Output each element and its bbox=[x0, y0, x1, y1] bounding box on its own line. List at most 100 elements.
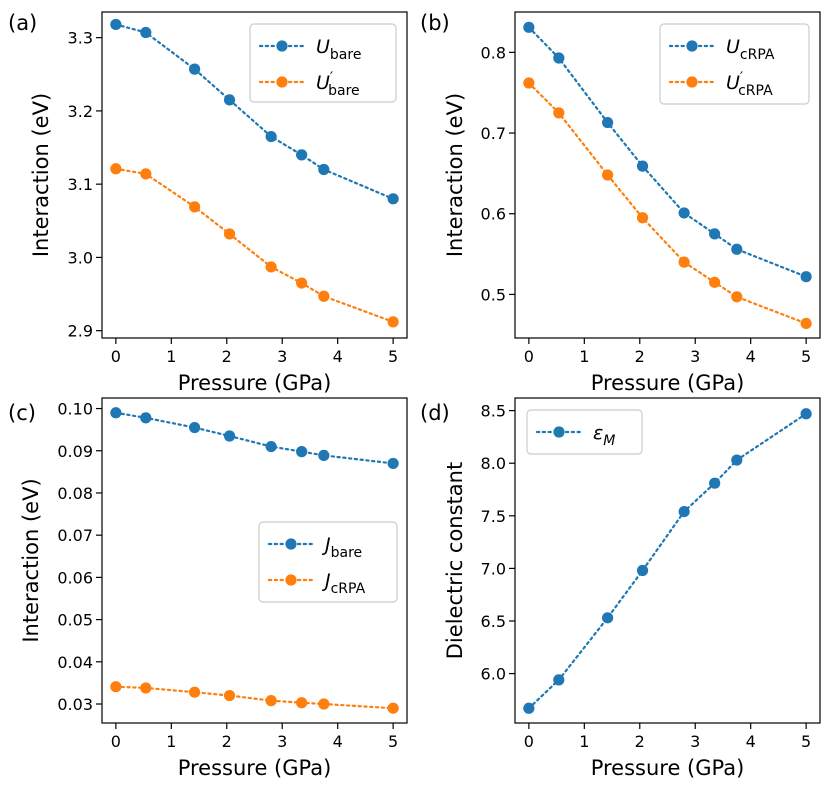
data-point bbox=[223, 94, 236, 106]
axes-frame bbox=[514, 11, 821, 339]
x-tick-label: 4 bbox=[746, 732, 756, 751]
data-point bbox=[523, 21, 535, 33]
series-line bbox=[527, 412, 808, 710]
legend: UcRPA U′ cRPA bbox=[659, 23, 810, 105]
data-point bbox=[553, 107, 565, 119]
legend-entry: U′ cRPA bbox=[668, 70, 773, 99]
data-point bbox=[296, 697, 308, 709]
y-tick-label: 0.8 bbox=[481, 43, 506, 62]
series-U'_bare bbox=[110, 163, 399, 328]
x-tick-label: 1 bbox=[166, 732, 176, 751]
y-tick-label: 0.5 bbox=[481, 285, 506, 304]
y-tick-label: 0.09 bbox=[57, 442, 93, 461]
x-tick-label: 2 bbox=[635, 732, 645, 751]
y-tick-label: 7.5 bbox=[481, 507, 506, 526]
legend-label: Jbare bbox=[321, 534, 362, 561]
data-point bbox=[387, 702, 399, 714]
data-point bbox=[110, 407, 122, 419]
y-tick-label: 0.10 bbox=[57, 400, 93, 419]
legend-entry: Ubare bbox=[258, 36, 362, 63]
data-point bbox=[140, 168, 152, 180]
legend-entry: Jbare bbox=[267, 534, 362, 561]
series-line bbox=[114, 685, 395, 710]
legend-symbol: U bbox=[726, 72, 740, 94]
y-axis-label: Interaction (eV) bbox=[29, 93, 53, 257]
data-point bbox=[110, 681, 122, 693]
y-tick-label: 0.7 bbox=[481, 124, 506, 143]
y-tick-label: 0.03 bbox=[57, 695, 93, 714]
x-tick-label: 1 bbox=[166, 347, 176, 366]
series-J_bare bbox=[110, 407, 399, 470]
data-point bbox=[265, 130, 277, 143]
series-U'_cRPA bbox=[523, 77, 812, 330]
data-point bbox=[800, 408, 812, 420]
y-axis-label: Dielectric constant bbox=[443, 462, 467, 659]
x-tick-label: 3 bbox=[277, 347, 287, 366]
panel-label: (a) bbox=[8, 11, 37, 35]
legend-subscript: bare bbox=[330, 47, 362, 63]
y-tick-label: 0.06 bbox=[57, 568, 93, 587]
x-axis-label: Pressure (GPa) bbox=[178, 756, 332, 780]
legend-label: UcRPA bbox=[726, 36, 775, 63]
data-point bbox=[140, 682, 152, 694]
legend-label: εM bbox=[593, 422, 615, 449]
legend-subscript: M bbox=[603, 433, 615, 449]
data-point bbox=[709, 228, 721, 240]
legend-entry: εM bbox=[535, 422, 615, 449]
data-point bbox=[265, 440, 277, 453]
data-point bbox=[678, 207, 690, 219]
legend-marker bbox=[553, 426, 565, 438]
y-tick-label: 3.0 bbox=[68, 248, 93, 267]
y-tick-label: 8.5 bbox=[481, 402, 506, 421]
panel-a: (a) 0 1 2 3 4 5 2.9 3.0 3.1 3.2 3.3 Pressure (GPa) In… bbox=[8, 11, 408, 395]
legend-marker bbox=[686, 40, 698, 52]
legend-marker bbox=[285, 538, 297, 550]
data-point bbox=[709, 477, 721, 489]
x-tick-label: 3 bbox=[277, 732, 287, 751]
series-J_cRPA bbox=[110, 681, 399, 714]
legend-label: U′ bare bbox=[316, 70, 360, 99]
x-tick-label: 0 bbox=[524, 347, 534, 366]
y-tick-label: 6.5 bbox=[481, 612, 506, 631]
data-point bbox=[731, 291, 743, 303]
x-tick-label: 5 bbox=[388, 347, 398, 366]
y-tick-label: 0.07 bbox=[57, 526, 93, 545]
data-point bbox=[189, 201, 201, 213]
x-axis-label: Pressure (GPa) bbox=[591, 756, 745, 780]
data-point bbox=[709, 276, 721, 288]
x-tick-label: 0 bbox=[111, 347, 121, 366]
y-axis-label: Interaction (eV) bbox=[19, 478, 43, 642]
legend-entry: UcRPA bbox=[668, 36, 775, 63]
data-point bbox=[318, 290, 330, 302]
x-tick-label: 5 bbox=[388, 732, 398, 751]
y-tick-label: 0.04 bbox=[57, 653, 93, 672]
data-point bbox=[602, 116, 614, 129]
data-point bbox=[387, 193, 399, 205]
data-point bbox=[296, 277, 308, 289]
legend-symbol: J bbox=[321, 570, 331, 592]
data-point bbox=[189, 63, 201, 75]
x-tick-label: 1 bbox=[579, 732, 589, 751]
data-point bbox=[678, 505, 690, 518]
legend-symbol: J bbox=[321, 534, 331, 556]
panel-b: (b) 0 1 2 3 4 5 0.5 0.6 0.7 0.8 Pressure (GPa) Inter… bbox=[420, 11, 821, 395]
legend-symbol: U bbox=[316, 72, 330, 94]
data-point bbox=[387, 316, 399, 328]
legend-subscript: bare bbox=[328, 83, 360, 99]
legend-symbol: ε bbox=[593, 422, 603, 444]
x-tick-label: 1 bbox=[579, 347, 589, 366]
data-point bbox=[140, 412, 152, 424]
legend-marker bbox=[276, 76, 288, 88]
data-point bbox=[189, 686, 201, 698]
legend-symbol: U bbox=[726, 36, 740, 58]
panel-c: (c) 0 1 2 3 4 5 0.03 0.04 0.05 0.06 0.07 0.08 0.09 0.1… bbox=[8, 397, 408, 780]
x-tick-label: 5 bbox=[801, 347, 811, 366]
series-U_cRPA bbox=[523, 21, 812, 283]
panel-label: (b) bbox=[420, 11, 450, 35]
y-tick-label: 7.0 bbox=[481, 559, 506, 578]
data-point bbox=[110, 18, 122, 31]
axes-frame bbox=[514, 397, 821, 724]
y-tick-label: 3.1 bbox=[68, 175, 93, 194]
legend-prime: ′ bbox=[740, 70, 743, 86]
